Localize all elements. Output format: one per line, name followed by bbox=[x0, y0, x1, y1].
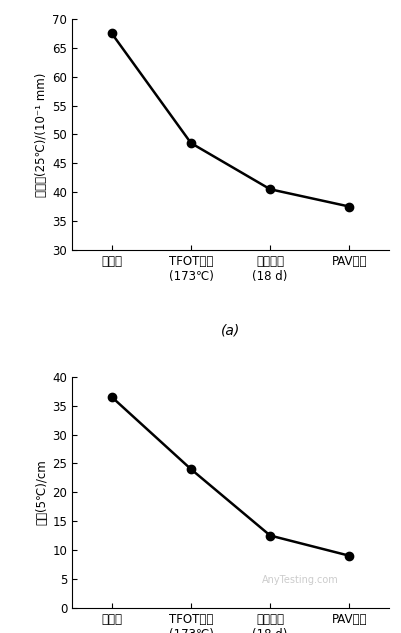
Text: (a): (a) bbox=[221, 323, 240, 338]
Y-axis label: 延度(5℃)/cm: 延度(5℃)/cm bbox=[35, 460, 48, 525]
Text: AnyTesting.com: AnyTesting.com bbox=[262, 575, 338, 585]
Y-axis label: 针入度(25℃)/(10⁻¹ mm): 针入度(25℃)/(10⁻¹ mm) bbox=[35, 72, 48, 197]
